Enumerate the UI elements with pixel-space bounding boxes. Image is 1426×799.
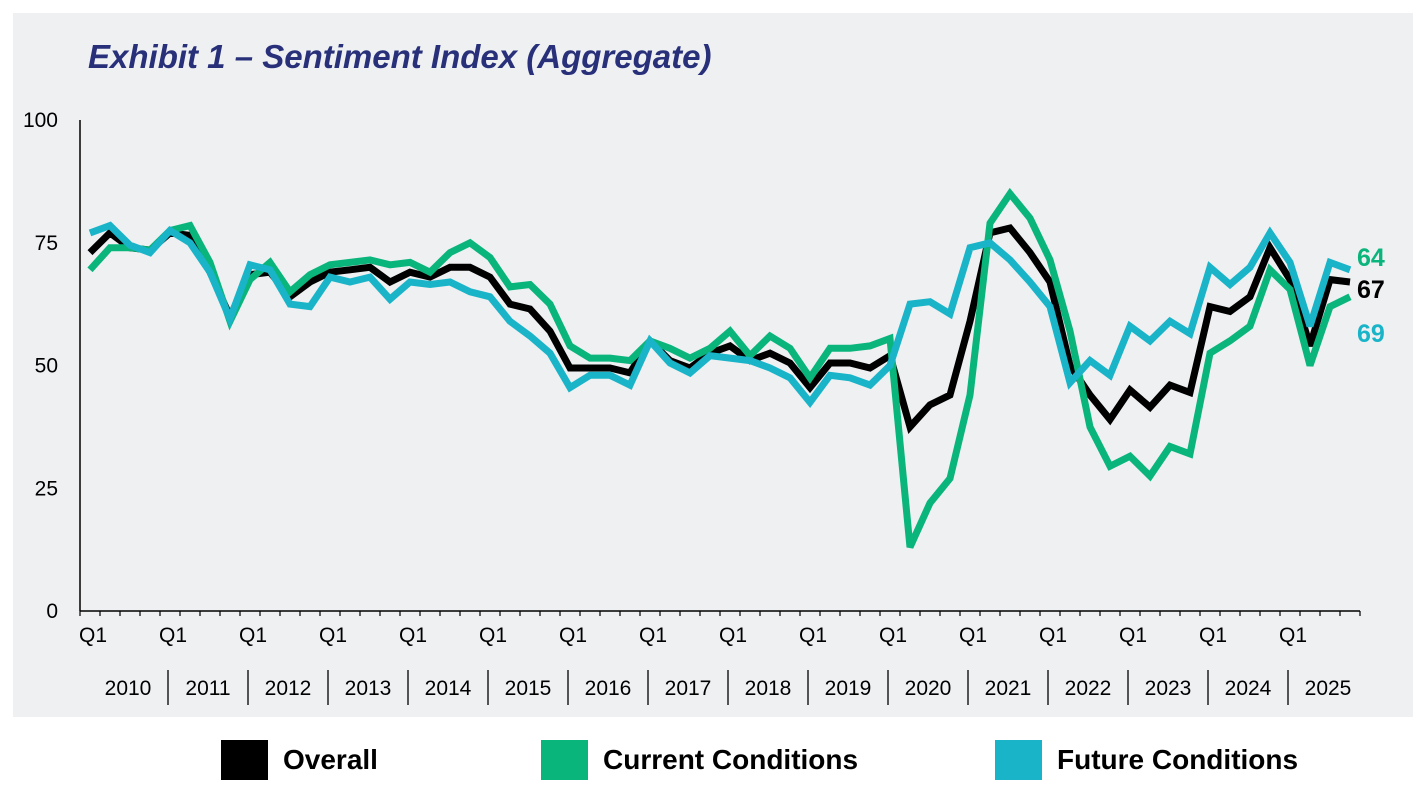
y-tick-label: 50 [35,355,58,378]
y-tick-label: 75 [35,232,58,255]
x-year-label: 2018 [745,677,792,700]
x-tick-label-q1: Q1 [1279,624,1307,647]
y-tick-label: 25 [35,477,58,500]
end-label-overall: 67 [1357,276,1385,304]
x-tick-label-q1: Q1 [79,624,107,647]
legend-label: Future Conditions [1057,744,1299,775]
x-tick-label-q1: Q1 [319,624,347,647]
x-year-label: 2012 [265,677,312,700]
end-labels: 67 64 69 [1357,244,1385,348]
x-tick-label-q1: Q1 [1199,624,1227,647]
y-tick-label: 100 [23,109,58,132]
x-year-label: 2020 [905,677,952,700]
y-tick-label: 0 [46,600,58,623]
series-line-future-conditions [88,221,1352,408]
x-year-label: 2019 [825,677,872,700]
x-year-label: 2025 [1305,677,1352,700]
legend-swatch-current [541,740,588,780]
x-tick-label-q1: Q1 [479,624,507,647]
x-year-label: 2024 [1225,677,1272,700]
chart-title: Exhibit 1 – Sentiment Index (Aggregate) [88,38,712,75]
x-year-label: 2010 [105,677,152,700]
x-tick-label-q1: Q1 [159,624,187,647]
x-tick-label-q1: Q1 [799,624,827,647]
series-line-current-conditions [87,187,1352,549]
x-tick-label-q1: Q1 [959,624,987,647]
x-tick-label-q1: Q1 [239,624,267,647]
end-label-future-conditions: 69 [1357,320,1385,348]
x-year-label: 2015 [505,677,552,700]
x-tick-label-q1: Q1 [879,624,907,647]
series-line-overall [87,224,1351,434]
x-tick-label-q1: Q1 [399,624,427,647]
x-year-label: 2017 [665,677,712,700]
x-year-label: 2016 [585,677,632,700]
x-tick-label-q1: Q1 [639,624,667,647]
legend-item-current: Current Conditions [541,740,858,780]
x-year-label: 2013 [345,677,392,700]
axes: 0 25 50 75 100 Q1 2010 Q1 2011 Q1 2012 Q1 2013 Q1 2014… [23,109,1361,705]
x-year-label: 2014 [425,677,472,700]
x-year-label: 2011 [185,677,230,700]
end-label-current-conditions: 64 [1357,244,1385,272]
x-tick-label-q1: Q1 [1039,624,1067,647]
legend-item-future: Future Conditions [995,740,1298,780]
chart-panel [13,13,1413,717]
legend-item-overall: Overall [221,740,378,780]
x-year-label: 2021 [985,677,1032,700]
x-year-label: 2023 [1145,677,1192,700]
series-lines [87,187,1352,549]
legend-label: Current Conditions [603,744,859,775]
x-tick-label-q1: Q1 [1119,624,1147,647]
x-year-label: 2022 [1065,677,1112,700]
legend-swatch-overall [221,740,268,780]
legend-label: Overall [283,744,378,775]
legend-swatch-future [995,740,1042,780]
x-tick-label-q1: Q1 [559,624,587,647]
x-tick-label-q1: Q1 [719,624,747,647]
